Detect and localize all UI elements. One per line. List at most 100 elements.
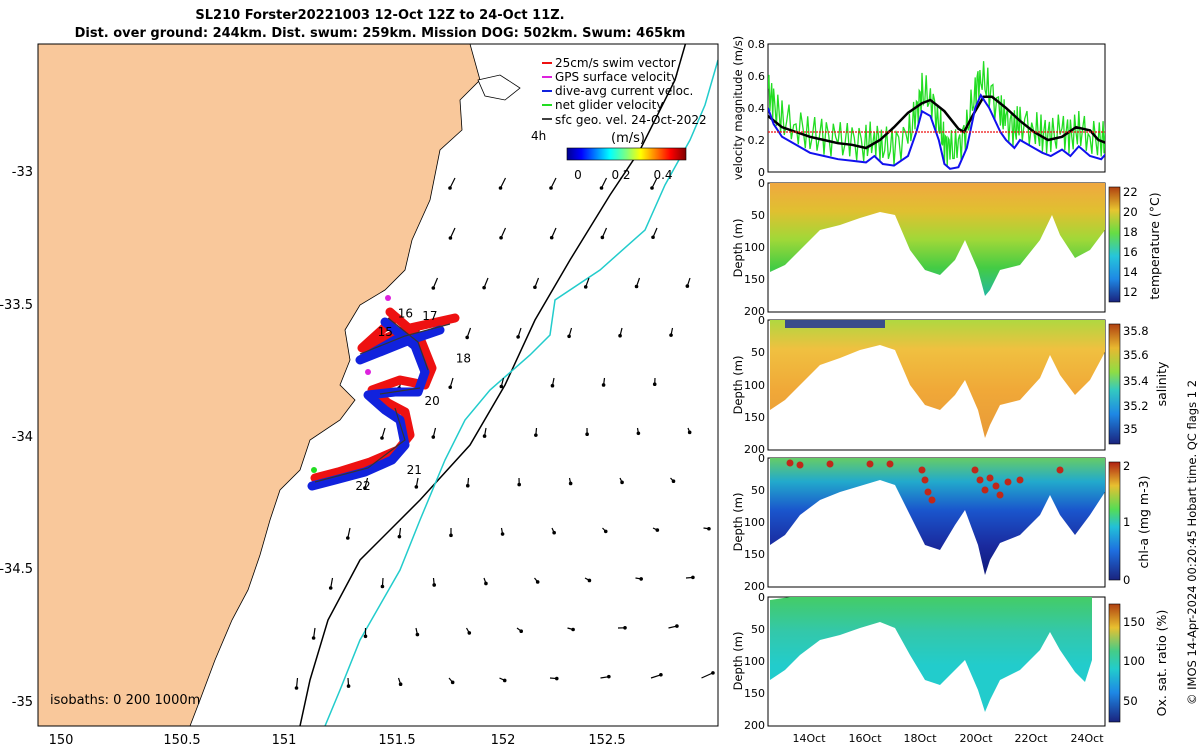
arrow-head xyxy=(294,686,299,690)
arrow-head xyxy=(583,285,588,289)
temperature-cbar-tick: 20 xyxy=(1123,205,1138,219)
chl-maximum-dot xyxy=(886,460,894,468)
speed-series xyxy=(768,61,1105,170)
speed-series-current xyxy=(768,93,1105,170)
arrow-head xyxy=(519,629,523,633)
track-blue xyxy=(307,317,445,491)
arrow-head xyxy=(687,430,692,435)
day-label: 20 xyxy=(424,394,439,408)
arrow-head xyxy=(603,529,608,534)
arrow-head xyxy=(567,334,571,339)
bay-inlet xyxy=(477,74,521,101)
map-ytick: -34 xyxy=(12,430,33,445)
arrow-head xyxy=(346,684,351,688)
arrow-head xyxy=(552,530,556,535)
salinity-cbar-tick: 35.8 xyxy=(1123,324,1149,338)
legend-sfc-geo-velocity: sfc geo. vel. 24-Oct-2022 xyxy=(555,113,707,127)
map-legend: 25cm/s swim vector GPS surface velocity … xyxy=(531,56,707,182)
oxygen-cbar-label: Ox. sat. ratio (%) xyxy=(1154,610,1169,717)
velocity-arrow xyxy=(432,277,439,289)
isobaths-label: isobaths: 0 200 1000m xyxy=(50,693,200,708)
salinity-ytick: 150 xyxy=(744,411,765,424)
map-ytick: -34.5 xyxy=(0,562,33,577)
salinity-cbar-label: salinity xyxy=(1154,361,1169,406)
gps-marker xyxy=(385,295,391,301)
temperature-ytick: 200 xyxy=(744,305,765,318)
arrow-head xyxy=(655,528,660,532)
map-xtick: 150 xyxy=(49,733,74,748)
chlorophyll-field xyxy=(770,458,1105,575)
arrow-head xyxy=(549,186,553,190)
chl-maximum-dot xyxy=(1004,478,1012,486)
arrow-head xyxy=(499,384,504,389)
oxygen-ytick: 100 xyxy=(744,655,765,668)
speed-ylabel: velocity magnitude (m/s) xyxy=(731,36,745,181)
temperature-ytick: 150 xyxy=(744,273,765,286)
oxygen-panel: Depth (m) 0 50 100 150 200 14Oct 16Oct 1… xyxy=(731,591,1169,745)
map-colorbar-label: (m/s) xyxy=(611,131,645,146)
chlorophyll-cbar-label: chl-a (mg m-3) xyxy=(1136,476,1151,569)
arrow-head xyxy=(363,486,367,490)
chlorophyll-panel: Depth (m) 0 50 100 150 200 0 1 2 chl-a (… xyxy=(731,452,1151,593)
chlorophyll-maxima xyxy=(786,459,1064,504)
temperature-cbar-tick: 16 xyxy=(1123,245,1138,259)
velocity-arrow xyxy=(449,227,456,239)
day-label: 21 xyxy=(407,463,422,477)
chl-maximum-dot xyxy=(996,491,1004,499)
oxygen-ytick: 150 xyxy=(744,687,765,700)
arrow-head xyxy=(571,627,575,632)
arrow-head xyxy=(601,383,606,387)
arrow-head xyxy=(328,586,333,590)
temperature-cbar-tick: 22 xyxy=(1123,185,1138,199)
salinity-cbar-tick: 35.4 xyxy=(1123,374,1149,388)
arrow-head xyxy=(623,626,627,630)
map-xtick: 150.5 xyxy=(163,733,200,748)
oxygen-ytick: 0 xyxy=(758,591,765,604)
arrow-head xyxy=(498,186,503,190)
map-xtick: 151 xyxy=(272,733,297,748)
arrow-head xyxy=(652,382,657,387)
arrow-head xyxy=(639,577,643,581)
arrow-head xyxy=(707,526,711,531)
arrow-head xyxy=(675,624,679,628)
chlorophyll-ytick: 100 xyxy=(744,516,765,529)
arrow-head xyxy=(380,584,385,589)
arrow-head xyxy=(685,284,690,288)
arrow-head xyxy=(415,632,420,637)
arrow-head xyxy=(467,631,472,635)
arrow-head xyxy=(484,581,488,586)
oxygen-cbar-tick: 150 xyxy=(1123,615,1145,629)
speed-panel: velocity magnitude (m/s) 0 0.2 0.4 0.6 0… xyxy=(731,36,1106,181)
salinity-field xyxy=(770,320,1105,438)
arrow-head xyxy=(711,671,715,675)
chlorophyll-cbar-tick: 0 xyxy=(1123,573,1130,587)
map-colorbar-tick: 0 xyxy=(574,168,582,182)
figure-title-line-1: SL210 Forster20221003 12-Oct 12Z to 24-O… xyxy=(195,8,565,23)
chl-maximum-dot xyxy=(1056,466,1064,474)
chl-maximum-dot xyxy=(1016,476,1024,484)
arrow-head xyxy=(554,676,559,681)
temperature-colorbar xyxy=(1108,186,1121,303)
oxygen-field xyxy=(770,597,1092,712)
chl-maximum-dot xyxy=(921,476,929,484)
chlorophyll-ytick: 200 xyxy=(744,580,765,593)
arrow-head xyxy=(448,385,453,390)
chl-maximum-dot xyxy=(866,460,874,468)
salinity-colorbar xyxy=(1108,323,1121,445)
time-xtick: 14Oct xyxy=(792,732,826,745)
arrow-head xyxy=(414,485,419,489)
temperature-cbar-tick: 12 xyxy=(1123,285,1138,299)
day-labels: 15 16 17 18 20 21 22 xyxy=(355,306,471,493)
velocity-arrow xyxy=(449,177,456,189)
map-ytick: -35 xyxy=(12,695,33,710)
arrow-head xyxy=(651,235,655,240)
day-label: 22 xyxy=(355,479,370,493)
chl-maximum-dot xyxy=(924,488,932,496)
arrow-head xyxy=(502,678,507,683)
chl-maximum-dot xyxy=(918,466,926,474)
arrow-head xyxy=(499,236,503,240)
map-xtick: 151.5 xyxy=(378,733,415,748)
arrow-head xyxy=(448,236,453,240)
speed-ytick: 0.4 xyxy=(748,102,766,115)
arrow-head xyxy=(516,335,520,339)
